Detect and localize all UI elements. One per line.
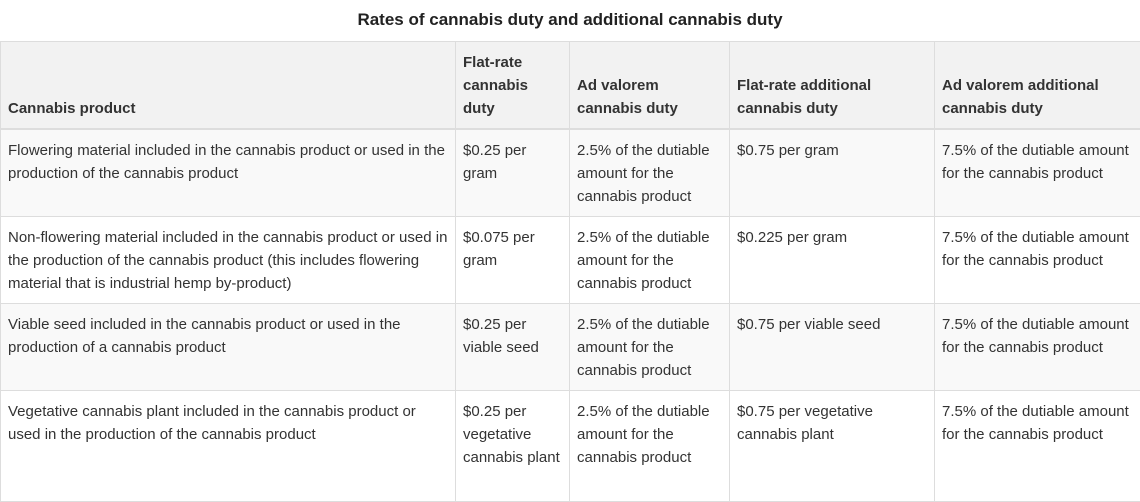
header-ad-valorem-duty: Ad valorem cannabis duty	[570, 42, 730, 130]
cell-flat-rate-additional-duty: $0.75 per vegetative cannabis plant	[730, 391, 935, 502]
table-row: Vegetative cannabis plant included in th…	[1, 391, 1140, 502]
cell-flat-rate-duty: $0.25 per gram	[456, 129, 570, 217]
table-row: Non-flowering material included in the c…	[1, 217, 1140, 304]
header-flat-rate-additional-duty: Flat-rate additional cannabis duty	[730, 42, 935, 130]
cell-flat-rate-duty: $0.075 per gram	[456, 217, 570, 304]
header-row: Cannabis product Flat-rate cannabis duty…	[1, 42, 1140, 130]
cell-product: Viable seed included in the cannabis pro…	[1, 304, 456, 391]
table-row: Viable seed included in the cannabis pro…	[1, 304, 1140, 391]
cell-flat-rate-duty: $0.25 per vegetative cannabis plant	[456, 391, 570, 502]
duty-rates-table: Cannabis product Flat-rate cannabis duty…	[0, 41, 1140, 502]
cell-ad-valorem-additional-duty: 7.5% of the dutiable amount for the cann…	[935, 217, 1140, 304]
header-ad-valorem-additional-duty: Ad valorem additional cannabis duty	[935, 42, 1140, 130]
cell-flat-rate-additional-duty: $0.225 per gram	[730, 217, 935, 304]
cell-ad-valorem-duty: 2.5% of the dutiable amount for the cann…	[570, 129, 730, 217]
cell-ad-valorem-additional-duty: 7.5% of the dutiable amount for the cann…	[935, 129, 1140, 217]
cell-flat-rate-additional-duty: $0.75 per gram	[730, 129, 935, 217]
cell-product: Vegetative cannabis plant included in th…	[1, 391, 456, 502]
table-title: Rates of cannabis duty and additional ca…	[0, 0, 1140, 41]
cell-ad-valorem-additional-duty: 7.5% of the dutiable amount for the cann…	[935, 391, 1140, 502]
cell-ad-valorem-duty: 2.5% of the dutiable amount for the cann…	[570, 304, 730, 391]
cell-flat-rate-additional-duty: $0.75 per viable seed	[730, 304, 935, 391]
header-flat-rate-duty: Flat-rate cannabis duty	[456, 42, 570, 130]
header-cannabis-product: Cannabis product	[1, 42, 456, 130]
cell-product: Flowering material included in the canna…	[1, 129, 456, 217]
cell-flat-rate-duty: $0.25 per viable seed	[456, 304, 570, 391]
cell-ad-valorem-duty: 2.5% of the dutiable amount for the cann…	[570, 217, 730, 304]
cell-product: Non-flowering material included in the c…	[1, 217, 456, 304]
cell-ad-valorem-duty: 2.5% of the dutiable amount for the cann…	[570, 391, 730, 502]
cell-ad-valorem-additional-duty: 7.5% of the dutiable amount for the cann…	[935, 304, 1140, 391]
table-row: Flowering material included in the canna…	[1, 129, 1140, 217]
